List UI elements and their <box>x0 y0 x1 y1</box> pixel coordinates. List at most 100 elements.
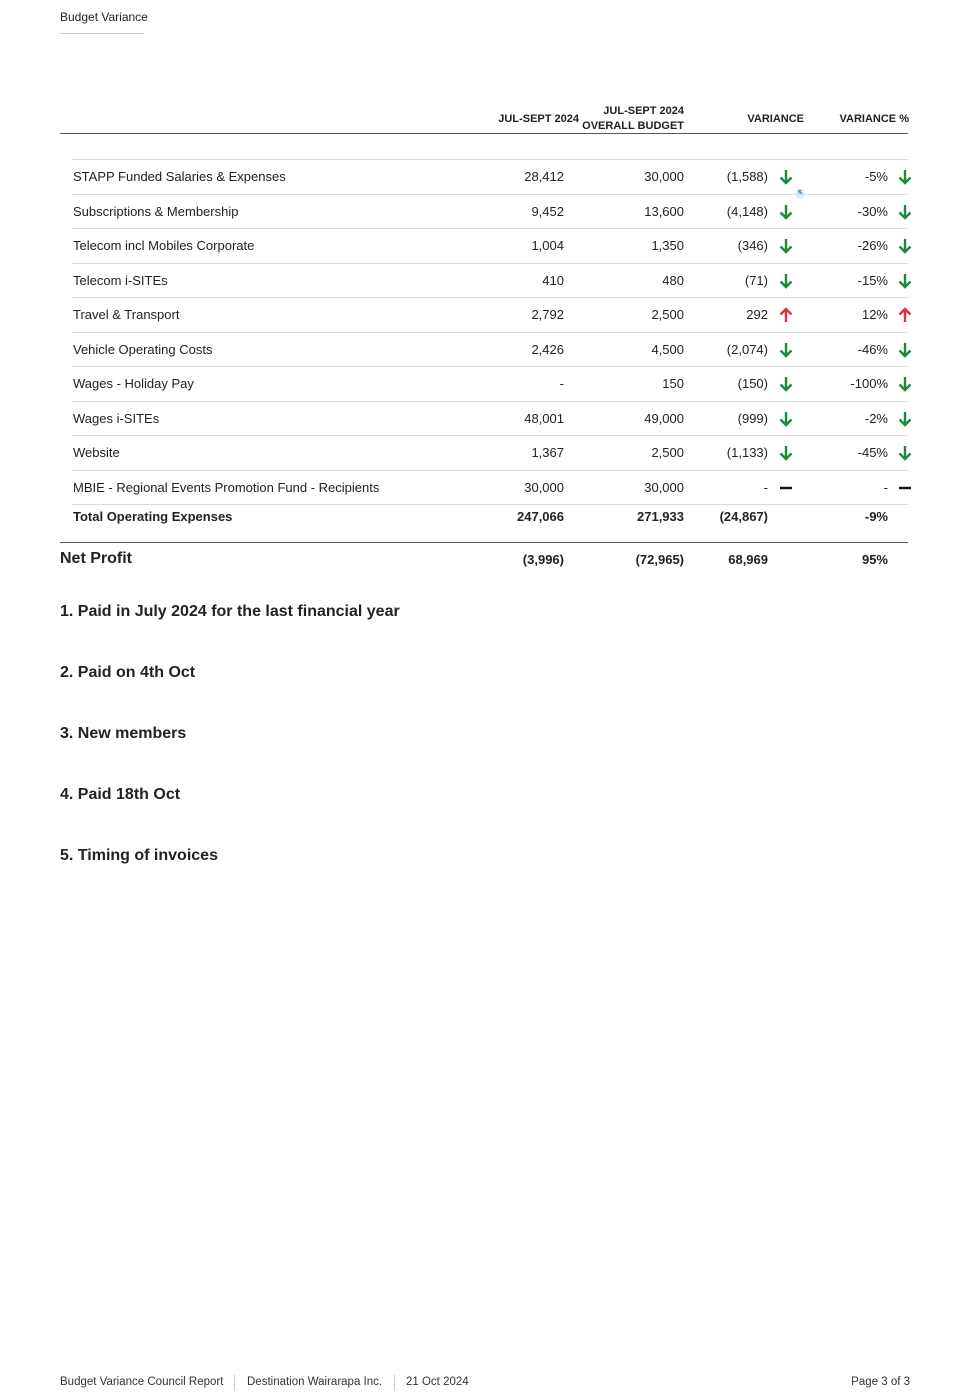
row-divider <box>72 262 908 264</box>
row-label: Vehicle Operating Costs <box>73 341 213 357</box>
variance-pct: -26% <box>857 238 888 253</box>
variance: (999) <box>737 410 768 426</box>
variance: (71) <box>744 272 768 288</box>
row-divider <box>72 228 908 229</box>
trend-icon <box>898 170 912 185</box>
trend-icon <box>898 273 912 289</box>
net-profit-label: Net Profit <box>60 550 132 567</box>
row-divider <box>72 469 908 471</box>
row-label: Telecom incl Mobiles Corporate <box>73 238 255 253</box>
note: 1. Paid in July 2024 for the last financ… <box>60 603 400 620</box>
row-label: Wages - Holiday Pay <box>73 376 194 391</box>
trend-icon <box>898 204 912 220</box>
variance-pct: -30% <box>857 203 888 219</box>
row-label: Telecom i-SITEs <box>73 272 168 288</box>
net-profit-variance-pct: 95% <box>861 552 888 567</box>
trend-icon <box>779 411 793 427</box>
trend-icon <box>779 307 793 322</box>
column-header: JUL-SEPT 2024 OVERALL BUDGET <box>582 105 684 132</box>
trend-icon <box>779 342 793 358</box>
row-label: Website <box>73 445 120 460</box>
variance: (150) <box>737 376 768 391</box>
actual: 2,426 <box>531 341 564 357</box>
note: 2. Paid on 4th Oct <box>60 664 196 681</box>
budget: 2,500 <box>651 307 684 322</box>
note: 5. Timing of invoices <box>60 847 218 864</box>
net-profit-variance: 68,969 <box>728 552 768 567</box>
trend-icon <box>898 342 912 358</box>
budget: 4,500 <box>651 341 684 357</box>
footer-date: 21 Oct 2024 <box>406 1376 469 1388</box>
total-variance: (24,867) <box>719 509 768 524</box>
budget: 480 <box>662 272 684 288</box>
total-variance-pct: -9% <box>864 509 888 524</box>
variance-pct: -5% <box>864 169 888 184</box>
total-budget: 271,933 <box>637 509 684 524</box>
trend-icon <box>779 170 793 185</box>
variance-pct: -45% <box>857 445 888 460</box>
row-label: Wages i-SITEs <box>73 410 160 426</box>
actual: - <box>559 376 564 391</box>
note: 4. Paid 18th Oct <box>60 786 181 803</box>
trend-icon <box>899 486 911 489</box>
row-label: STAPP Funded Salaries & Expenses <box>73 169 286 184</box>
trend-icon <box>898 307 912 322</box>
actual: 28,412 <box>524 169 564 184</box>
footer-organisation: Destination Wairarapa Inc. <box>247 1376 383 1388</box>
trend-icon <box>779 446 793 461</box>
trend-icon <box>779 204 793 220</box>
trend-icon <box>779 377 793 392</box>
variance-pct: -2% <box>864 410 888 426</box>
actual: 48,001 <box>524 410 564 426</box>
row-label: MBIE - Regional Events Promotion Fund - … <box>73 479 380 495</box>
note: 3. New members <box>60 725 187 742</box>
actual: 30,000 <box>524 479 564 495</box>
row-divider <box>72 193 908 195</box>
trend-icon <box>898 377 912 392</box>
actual: 9,452 <box>531 203 564 219</box>
variance: 292 <box>746 307 768 322</box>
trend-icon <box>779 273 793 289</box>
footer-report: Budget Variance Council Report <box>60 1376 224 1388</box>
row-divider <box>72 366 908 367</box>
total-actual: 247,066 <box>517 509 564 524</box>
budget: 30,000 <box>644 479 684 495</box>
row-divider <box>72 435 908 436</box>
row-label: Travel & Transport <box>73 307 180 322</box>
footer-separator <box>234 1375 235 1391</box>
row-divider <box>72 331 908 333</box>
net-profit-budget: (72,965) <box>635 552 684 567</box>
actual: 410 <box>542 272 564 288</box>
budget: 30,000 <box>644 169 684 184</box>
trend-icon <box>898 411 912 427</box>
footer-separator <box>394 1375 395 1391</box>
variance-pct: -46% <box>857 341 888 357</box>
footer-page: Page 3 of 3 <box>851 1376 910 1388</box>
variance-pct: -100% <box>850 376 888 391</box>
budget: 1,350 <box>651 238 684 253</box>
variance: (4,148) <box>726 203 768 219</box>
total-label: Total Operating Expenses <box>73 509 233 524</box>
title-underline <box>60 33 144 34</box>
trend-icon <box>780 486 792 489</box>
actual: 1,004 <box>531 238 564 253</box>
row-divider <box>72 400 908 402</box>
row-divider <box>72 504 908 505</box>
budget: 150 <box>662 376 684 391</box>
variance-pct: -15% <box>857 272 888 288</box>
budget: 2,500 <box>651 445 684 460</box>
variance-pct: 12% <box>861 307 888 322</box>
variance: - <box>763 479 768 495</box>
column-header: JUL-SEPT 2024 <box>498 113 579 125</box>
trend-icon <box>898 239 912 254</box>
actual: 2,792 <box>531 307 564 322</box>
net-profit-rule <box>60 542 908 543</box>
variance: (346) <box>737 238 768 253</box>
net-profit-actual: (3,996) <box>522 552 564 567</box>
variance-pct: - <box>883 479 888 495</box>
variance: (2,074) <box>726 341 768 357</box>
row-divider <box>72 159 908 160</box>
budget: 49,000 <box>644 410 684 426</box>
trend-icon <box>779 239 793 254</box>
